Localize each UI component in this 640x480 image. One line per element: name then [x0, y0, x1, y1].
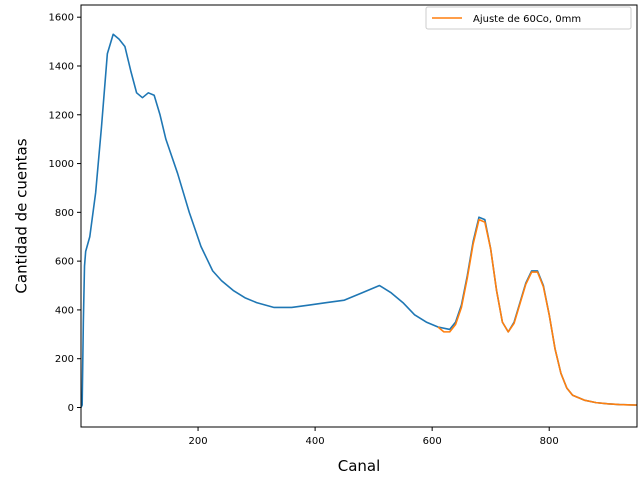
y-tick-label: 400: [55, 305, 74, 316]
data-series-line: [81, 33, 637, 408]
legend: Ajuste de 60Co, 0mm: [425, 6, 632, 30]
y-axis-label: Cantidad de cuentas: [13, 138, 31, 293]
x-tick-label: 800: [540, 436, 559, 447]
y-tick-label: 600: [55, 257, 74, 268]
axis-ticks: 200 400 600 800 0 200 400 600 800 1000 1200 1400 160…: [49, 13, 559, 447]
x-tick-label: 200: [189, 436, 208, 447]
legend-box: [425, 6, 632, 30]
y-tick-label: 0: [68, 403, 74, 414]
y-tick-label: 1400: [49, 61, 74, 72]
fit-series-line: [437, 218, 637, 406]
y-tick-label: 1200: [49, 110, 74, 121]
x-tick-label: 400: [306, 436, 325, 447]
x-axis-label: Canal: [338, 457, 381, 475]
x-tick-label: 600: [423, 436, 442, 447]
legend-entry-fit: Ajuste de 60Co, 0mm: [473, 14, 581, 25]
y-tick-label: 1600: [49, 13, 74, 24]
plot-series: [81, 33, 637, 408]
y-tick-label: 1000: [49, 159, 74, 170]
y-tick-label: 800: [55, 208, 74, 219]
plot-area-frame: [80, 4, 638, 428]
y-tick-label: 200: [55, 354, 74, 365]
